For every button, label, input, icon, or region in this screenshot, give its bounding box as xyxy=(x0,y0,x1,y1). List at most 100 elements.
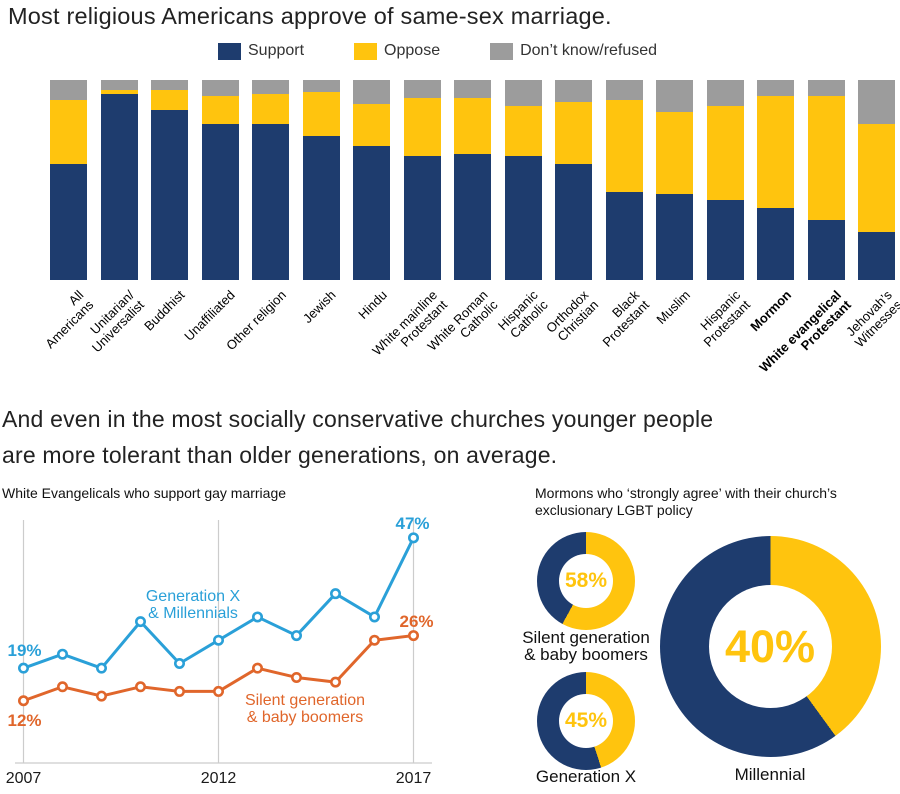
bar-segment-support xyxy=(555,164,593,280)
bar-segment-oppose xyxy=(50,100,87,164)
bar-group xyxy=(706,80,744,280)
bar-group xyxy=(100,80,138,280)
donut-ring: 58% xyxy=(537,532,635,630)
data-point-marker xyxy=(329,588,341,600)
religion-stacked-bar-chart: All Americans Unitarian/ Universalist Budd… xyxy=(42,80,900,375)
bar-segment-dont-know xyxy=(706,80,744,106)
bar-segment-support xyxy=(757,208,795,280)
bar-segment-oppose xyxy=(454,98,492,154)
bar-chart-legend: Support Oppose Don’t know/refused xyxy=(218,42,657,60)
data-point-marker xyxy=(329,676,341,688)
legend-color-chip xyxy=(354,42,378,60)
donut-hole: 45% xyxy=(559,694,613,748)
value-label: 12% xyxy=(7,710,42,730)
data-point-marker xyxy=(252,662,264,674)
donut-label: Millennial xyxy=(734,765,806,784)
bar-segment-support xyxy=(302,136,340,280)
data-point-marker xyxy=(368,611,380,623)
bar-segment-support xyxy=(807,220,845,280)
bar-segment-dont-know xyxy=(403,80,441,98)
value-label: 26% xyxy=(399,611,434,631)
bar-segment-dont-know xyxy=(454,80,492,98)
value-label: 19% xyxy=(7,641,42,661)
x-axis-tick-label: 2017 xyxy=(395,770,432,787)
bar-segment-dont-know xyxy=(252,80,290,94)
bar-segment-oppose xyxy=(252,94,290,124)
bar-segment-support xyxy=(605,192,643,280)
bar-segment-oppose xyxy=(605,100,643,192)
bar-segment-support xyxy=(252,124,290,280)
bar-segment-dont-know xyxy=(302,80,340,92)
donut-value: 58% xyxy=(564,569,608,592)
data-point-marker xyxy=(174,685,186,697)
bar-segment-dont-know xyxy=(504,80,542,106)
legend-item: Support xyxy=(218,42,304,60)
bar-segment-dont-know xyxy=(50,80,87,100)
bar-group xyxy=(605,80,643,280)
bar-group xyxy=(807,80,845,280)
bar-segment-dont-know xyxy=(807,80,845,96)
x-axis-tick-label: 2007 xyxy=(5,770,42,787)
line-chart-title: White Evangelicals who support gay marri… xyxy=(2,485,287,501)
bar-segment-dont-know xyxy=(555,80,593,102)
bar-segment-oppose xyxy=(151,90,189,110)
data-point-marker xyxy=(368,634,380,646)
bar-group xyxy=(50,80,87,280)
bar-segment-oppose xyxy=(807,96,845,220)
donut-value: 40% xyxy=(724,620,816,672)
bar-segment-oppose xyxy=(403,98,441,156)
bar-segment-dont-know xyxy=(100,80,138,90)
data-point-marker xyxy=(290,630,302,642)
bar-segment-dont-know xyxy=(757,80,795,96)
bar-segment-oppose xyxy=(858,124,896,232)
data-point-marker xyxy=(96,662,108,674)
legend-label: Support xyxy=(248,42,305,59)
bar-segment-dont-know xyxy=(151,80,189,90)
bar-segment-support xyxy=(100,94,138,280)
bar-segment-oppose xyxy=(757,96,795,208)
data-point-marker xyxy=(135,616,147,628)
data-point-marker xyxy=(56,681,68,693)
data-point-marker xyxy=(135,681,147,693)
bar-segment-dont-know xyxy=(605,80,643,100)
data-point-marker xyxy=(17,695,29,707)
evangelical-line-chart: 19% 47% 12% 26% Generation X & Millennials Si… xyxy=(5,514,434,787)
bar-group xyxy=(555,80,593,280)
bar-segment-oppose xyxy=(504,106,542,156)
bar-segment-oppose xyxy=(100,90,138,94)
donut-value: 45% xyxy=(564,709,608,732)
legend-label: Oppose xyxy=(384,42,441,59)
bar-segment-support xyxy=(403,156,441,280)
bar-group xyxy=(656,80,694,280)
bar-segment-support xyxy=(151,110,189,280)
bar-segment-dont-know xyxy=(858,80,896,124)
legend-label: Don’t know/refused xyxy=(520,42,658,59)
bar-segment-support xyxy=(858,232,896,280)
legend-color-chip xyxy=(218,42,241,60)
bar-segment-oppose xyxy=(706,106,744,200)
bar-segment-oppose xyxy=(353,104,391,146)
section-title: And even in the most socially conservati… xyxy=(2,406,714,468)
donut-label: Generation X xyxy=(535,767,637,786)
bar-group xyxy=(454,80,492,280)
line-chart-svg xyxy=(15,520,432,764)
bar-group xyxy=(504,80,542,280)
bar-segment-support xyxy=(504,156,542,280)
donut-chart-title: Mormons who ‘strongly agree’ with their … xyxy=(535,485,837,518)
bar-segment-support xyxy=(50,164,87,280)
data-point-marker xyxy=(252,611,264,623)
data-point-marker xyxy=(56,648,68,660)
x-axis-tick-label: 2012 xyxy=(200,770,237,787)
bar-group xyxy=(858,80,896,280)
bar-segment-support xyxy=(201,124,239,280)
bar-segment-support xyxy=(454,154,492,280)
bar-group xyxy=(302,80,340,280)
series-name-label: Generation X & Millennials xyxy=(145,588,241,622)
data-point-marker xyxy=(407,532,419,544)
bar-group xyxy=(403,80,441,280)
bar-segment-dont-know xyxy=(656,80,694,112)
donut-ring: 40% xyxy=(659,536,881,757)
donut-ring: 45% xyxy=(537,672,635,770)
